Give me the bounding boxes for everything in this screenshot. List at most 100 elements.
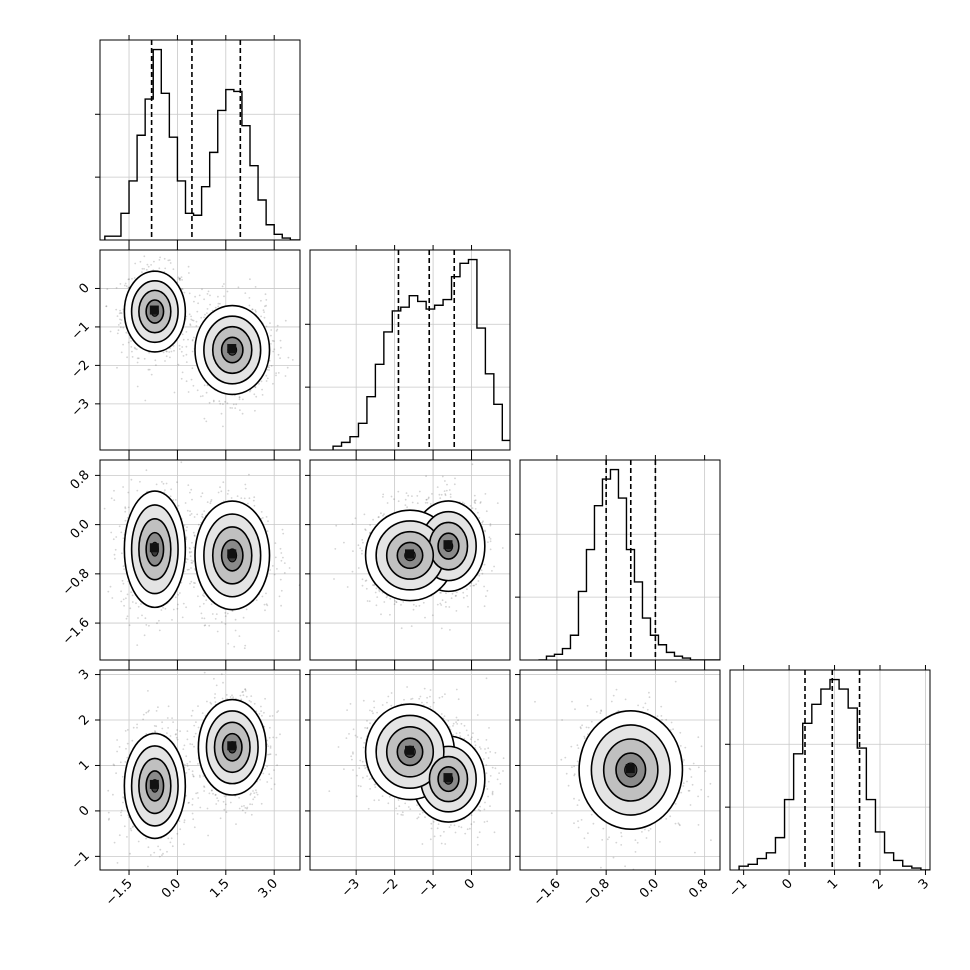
scatter-point xyxy=(275,736,278,739)
scatter-point xyxy=(489,548,492,551)
scatter-point xyxy=(496,502,499,504)
scatter-point xyxy=(193,516,196,518)
scatter-point xyxy=(185,331,188,333)
scatter-point xyxy=(115,536,118,538)
scatter-point xyxy=(415,605,418,607)
scatter-point xyxy=(116,739,118,741)
scatter-point xyxy=(185,536,188,539)
scatter-point xyxy=(215,684,218,687)
scatter-point xyxy=(198,774,201,777)
scatter-point xyxy=(111,597,114,599)
scatter-point xyxy=(425,498,428,501)
scatter-point xyxy=(120,600,123,603)
scatter-point xyxy=(203,298,206,301)
scatter-point xyxy=(406,506,408,509)
scatter-point xyxy=(119,283,122,285)
scatter-point xyxy=(473,501,476,503)
scatter-point xyxy=(273,783,276,786)
scatter-point xyxy=(119,761,122,764)
histogram-panel-0 xyxy=(95,35,301,245)
scatter-point xyxy=(191,338,194,341)
scatter-point xyxy=(167,837,170,840)
scatter-point xyxy=(225,694,228,696)
scatter-point xyxy=(188,801,190,804)
scatter-point xyxy=(178,278,181,280)
scatter-point xyxy=(122,537,125,540)
scatter-point xyxy=(150,264,153,266)
scatter-point xyxy=(188,768,191,771)
scatter-point xyxy=(181,288,184,290)
scatter-point xyxy=(186,738,189,741)
scatter-point xyxy=(123,825,126,828)
scatter-point xyxy=(130,591,133,594)
scatter-point xyxy=(191,541,193,544)
scatter-point xyxy=(147,265,150,268)
scatter-point xyxy=(144,399,147,402)
scatter-point xyxy=(252,790,254,792)
scatter-point xyxy=(173,391,176,394)
scatter-point xyxy=(175,733,177,735)
scatter-point xyxy=(261,595,264,598)
scatter-point xyxy=(170,488,173,491)
scatter-point xyxy=(183,524,186,527)
scatter-point xyxy=(139,480,141,483)
scatter-point xyxy=(200,316,203,319)
scatter-point xyxy=(124,730,127,732)
scatter-point xyxy=(147,690,149,692)
scatter-point xyxy=(143,634,146,637)
scatter-point xyxy=(181,279,184,281)
scatter-point xyxy=(279,357,281,360)
scatter-point xyxy=(188,313,191,316)
scatter-point xyxy=(192,531,195,534)
scatter-point xyxy=(244,807,247,809)
scatter-point xyxy=(227,642,230,645)
scatter-point xyxy=(120,809,123,812)
scatter-point xyxy=(116,366,118,369)
scatter-point xyxy=(105,305,108,308)
scatter-point xyxy=(114,557,116,560)
scatter-point xyxy=(116,750,118,753)
scatter-point xyxy=(229,801,232,804)
scatter-point xyxy=(242,398,244,401)
scatter-point xyxy=(124,506,127,509)
scatter-point xyxy=(190,567,192,569)
scatter-point xyxy=(196,389,199,392)
scatter-point xyxy=(222,425,224,428)
scatter-point xyxy=(249,390,251,393)
scatter-point xyxy=(192,818,195,821)
scatter-point xyxy=(243,805,245,807)
scatter-point xyxy=(203,785,205,788)
scatter-point xyxy=(219,302,221,305)
scatter-point xyxy=(258,383,260,385)
scatter-point xyxy=(189,547,191,550)
scatter-point xyxy=(125,597,127,600)
scatter-point xyxy=(263,316,266,319)
scatter-point xyxy=(288,567,291,569)
scatter-point xyxy=(127,341,130,344)
scatter-point xyxy=(162,482,165,485)
scatter-point xyxy=(177,363,180,366)
scatter-point xyxy=(120,312,123,315)
scatter-point xyxy=(262,772,265,775)
scatter-point xyxy=(126,756,129,759)
scatter-point xyxy=(449,493,452,496)
scatter-point xyxy=(224,400,227,403)
scatter-point xyxy=(214,693,217,695)
scatter-point xyxy=(129,852,131,855)
scatter-point xyxy=(119,309,121,312)
scatter-point xyxy=(219,402,222,405)
scatter-point xyxy=(206,384,209,387)
scatter-point xyxy=(110,497,113,500)
scatter-point xyxy=(200,495,203,498)
scatter-point xyxy=(264,305,266,308)
scatter-point xyxy=(140,603,142,605)
density-peak xyxy=(227,549,237,559)
scatter-point xyxy=(190,559,193,562)
scatter-point xyxy=(260,802,263,805)
scatter-point xyxy=(223,295,225,298)
scatter-point xyxy=(279,578,282,581)
scatter-point xyxy=(225,811,228,813)
scatter-point xyxy=(214,306,217,309)
scatter-point xyxy=(281,528,284,531)
scatter-point xyxy=(107,818,110,821)
